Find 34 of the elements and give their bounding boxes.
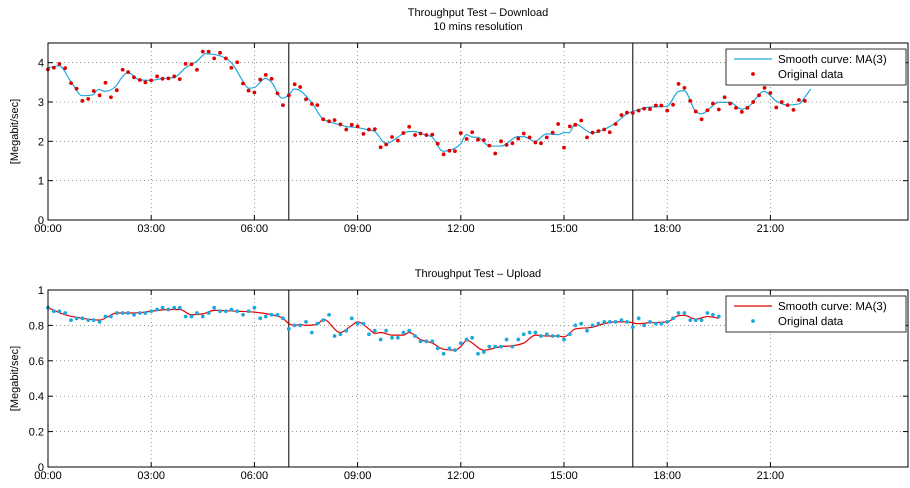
x-tick-label: 15:00 [550,470,578,482]
x-tick-label: 09:00 [344,223,372,235]
y-tick-label: 0.6 [28,356,44,368]
y-tick-label: 3 [38,97,44,109]
x-tick-label: 03:00 [137,223,165,235]
x-tick-label: 18:00 [653,223,681,235]
x-tick-label: 06:00 [240,470,268,482]
legend-label: Original data [778,316,844,328]
x-tick-label: 03:00 [137,470,165,482]
y-tick-label: 4 [38,58,44,70]
x-tick-label: 12:00 [447,470,475,482]
x-tick-label: 18:00 [653,470,681,482]
y-axis-title: [Megabit/sec] [9,346,21,412]
x-tick-label: 00:00 [34,470,62,482]
x-tick-label: 21:00 [756,223,784,235]
chart-title: Throughput Test – Download [408,7,548,19]
y-tick-label: 0.8 [28,320,44,332]
legend-label: Smooth curve: MA(3) [778,301,887,313]
x-tick-label: 09:00 [344,470,372,482]
x-tick-label: 06:00 [240,223,268,235]
legend-label: Original data [778,69,844,81]
chart-title: Throughput Test – Upload [414,268,542,280]
y-tick-label: 2 [38,136,44,148]
y-tick-label: 1 [38,285,44,297]
y-tick-label: 1 [38,176,44,188]
y-tick-label: 0.2 [28,426,44,439]
y-axis-title: [Megabit/sec] [9,98,21,164]
legend-label: Smooth curve: MA(3) [778,54,887,66]
x-tick-label: 00:00 [34,223,62,235]
chart-subtitle: 10 mins resolution [433,21,523,33]
x-tick-label: 15:00 [550,223,578,235]
x-tick-label: 21:00 [756,470,784,482]
x-tick-label: 12:00 [447,223,475,235]
y-tick-label: 0.4 [28,391,44,404]
